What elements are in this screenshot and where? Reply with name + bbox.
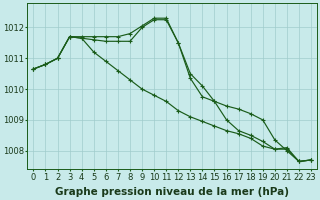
X-axis label: Graphe pression niveau de la mer (hPa): Graphe pression niveau de la mer (hPa) bbox=[55, 187, 289, 197]
